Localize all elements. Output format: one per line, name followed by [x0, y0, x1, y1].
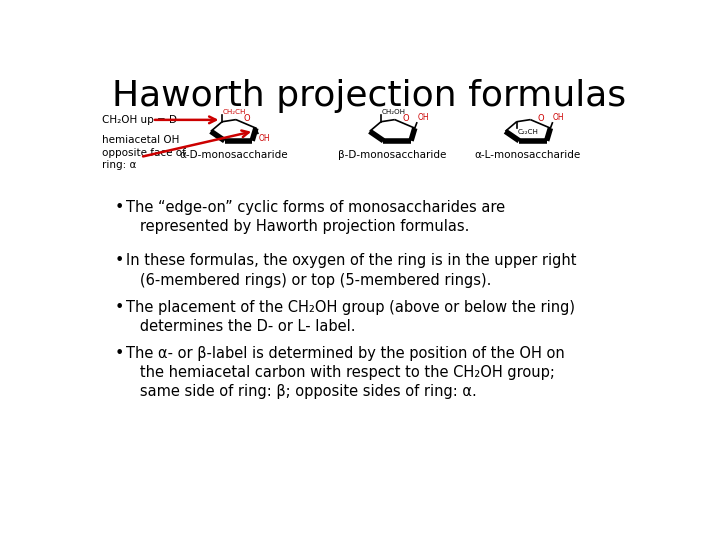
Text: OH: OH [258, 134, 270, 143]
Text: The “edge-on” cyclic forms of monosaccharides are
   represented by Haworth proj: The “edge-on” cyclic forms of monosaccha… [127, 200, 505, 234]
Text: C₂₂CH: C₂₂CH [517, 129, 538, 135]
Text: CH₂CH: CH₂CH [222, 109, 246, 114]
Text: •: • [114, 200, 124, 214]
Text: Haworth projection formulas: Haworth projection formulas [112, 79, 626, 113]
Text: α-L-monosaccharide: α-L-monosaccharide [474, 150, 581, 160]
Text: hemiacetal OH
opposite face of
ring: α: hemiacetal OH opposite face of ring: α [102, 136, 186, 170]
Text: •: • [114, 253, 124, 268]
Text: OH: OH [553, 113, 564, 122]
Text: β-D-monosaccharide: β-D-monosaccharide [338, 150, 446, 160]
Text: The placement of the CH₂OH group (above or below the ring)
   determines the D- : The placement of the CH₂OH group (above … [127, 300, 575, 334]
Text: •: • [114, 346, 124, 361]
Text: O: O [402, 113, 409, 123]
Text: CH₂OH up = D: CH₂OH up = D [102, 115, 176, 125]
Text: CH₂OH: CH₂OH [382, 109, 405, 114]
Text: α-D-monosaccharide: α-D-monosaccharide [179, 150, 288, 160]
Text: The α- or β-label is determined by the position of the OH on
   the hemiacetal c: The α- or β-label is determined by the p… [127, 346, 565, 399]
Text: •: • [114, 300, 124, 315]
Text: In these formulas, the oxygen of the ring is in the upper right
   (6-membered r: In these formulas, the oxygen of the rin… [127, 253, 577, 288]
Text: O: O [243, 113, 250, 123]
Text: OH: OH [418, 113, 429, 122]
Text: O: O [538, 113, 544, 123]
